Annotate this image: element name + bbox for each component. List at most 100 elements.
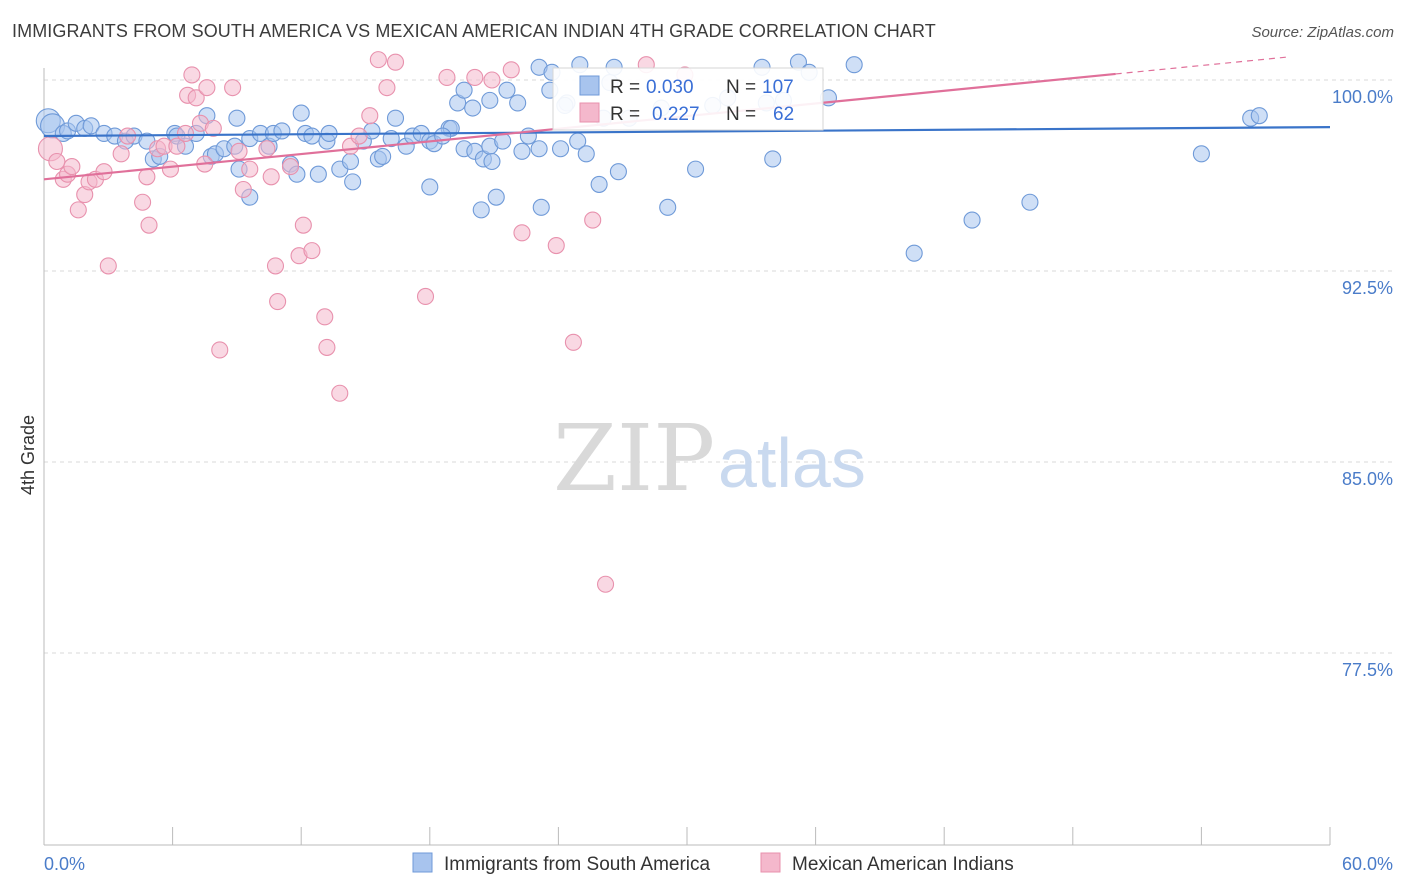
point-immigrants-85 [481,91,499,109]
watermark-atlas: atlas [718,424,866,502]
y-tick-label-0: 100.0% [1332,87,1393,107]
point-immigrants-72 [687,160,705,178]
axes [43,68,1331,846]
stats-n-value-blue: 107 [762,77,794,98]
point-immigrants-99 [551,140,570,158]
point-immigrants-60 [509,94,527,112]
x-tick-label-1: 60.0% [1342,854,1393,874]
stats-swatch-blue [579,75,600,96]
point-immigrants-28 [273,122,291,140]
point-mexican-american-indians-36 [269,293,287,311]
point-mexican-american-indians-47 [369,51,387,69]
point-mexican-american-indians-29 [224,79,242,97]
y-tick-labels: 100.0% 92.5% 85.0% 77.5% [1332,87,1393,680]
point-immigrants-6 [82,117,100,135]
point-mexican-american-indians-22 [183,66,201,84]
point-mexican-american-indians-50 [416,287,435,306]
y-tick-label-3: 77.5% [1342,660,1393,680]
point-mexican-american-indians-49 [386,53,405,71]
point-immigrants-67 [590,175,608,193]
point-mexican-american-indians-37 [281,158,300,176]
point-immigrants-106 [1250,107,1268,125]
point-immigrants-39 [344,173,362,191]
point-mexican-american-indians-45 [350,127,368,145]
stats-n-value-pink: 62 [773,104,794,125]
point-mexican-american-indians-34 [262,168,280,186]
point-immigrants-98 [472,201,490,219]
legend-label-mexican-american-indians[interactable]: Mexican American Indians [792,854,1014,875]
point-mexican-american-indians-33 [258,140,276,158]
chart-title: IMMIGRANTS FROM SOUTH AMERICA VS MEXICAN… [12,21,936,41]
stats-r-value-blue: 0.030 [646,77,694,98]
point-mexican-american-indians-39 [294,216,312,234]
point-immigrants-100 [659,198,677,216]
x-tick-labels: 0.0% 60.0% [44,854,1393,874]
point-immigrants-45 [386,109,405,127]
point-mexican-american-indians-1 [48,152,66,171]
point-mexican-american-indians-20 [176,124,195,143]
point-mexican-american-indians-27 [204,119,222,137]
point-mexican-american-indians-55 [513,224,531,242]
point-mexican-american-indians-53 [483,71,501,89]
legend-swatch-immigrants[interactable] [412,852,433,873]
watermark: ZIP atlas [553,405,866,512]
data-points [35,51,1268,593]
legend-swatch-mexican-american-indians[interactable] [760,852,781,873]
point-mexican-american-indians-35 [266,257,285,275]
point-immigrants-107 [228,109,246,127]
point-immigrants-31 [292,104,310,122]
point-mexican-american-indians-11 [112,145,130,163]
point-immigrants-96 [487,188,505,206]
point-mexican-american-indians-56 [547,236,565,255]
point-mexican-american-indians-13 [134,193,152,211]
legend: Immigrants from South America Mexican Am… [412,852,1014,875]
legend-label-immigrants[interactable]: Immigrants from South America [444,854,711,875]
point-mexican-american-indians-9 [95,163,113,181]
point-mexican-american-indians-28 [211,341,229,359]
point-mexican-american-indians-4 [63,158,81,176]
point-immigrants-102 [963,211,981,229]
point-mexican-american-indians-42 [318,338,336,356]
point-mexican-american-indians-23 [187,89,205,107]
point-immigrants-61 [513,142,531,160]
point-mexican-american-indians-30 [230,142,248,160]
point-mexican-american-indians-10 [99,257,117,275]
point-immigrants-34 [309,165,327,183]
stats-r-label-pink: R = [610,104,640,125]
point-mexican-american-indians-19 [168,137,186,155]
source-credit: Source: ZipAtlas.com [1251,24,1394,41]
point-mexican-american-indians-15 [140,216,158,234]
point-mexican-american-indians-32 [241,160,259,178]
point-immigrants-103 [1021,193,1039,211]
x-tick-label-0: 0.0% [44,854,85,874]
stats-n-label-pink: N = [726,104,756,125]
point-immigrants-66 [577,145,595,163]
point-mexican-american-indians-43 [331,384,349,402]
y-tick-label-1: 92.5% [1342,278,1393,298]
stats-r-value-pink: 0.227 [652,104,700,125]
point-immigrants-101 [905,244,923,262]
point-mexican-american-indians-48 [378,79,396,97]
stats-box: R = 0.030 N = 107 R = 0.227 N = 62 [552,67,824,131]
point-immigrants-58 [483,152,501,171]
point-immigrants-50 [421,178,439,196]
point-mexican-american-indians-59 [597,575,615,593]
point-mexican-american-indians-46 [361,107,379,125]
point-immigrants-38 [341,152,360,171]
point-immigrants-84 [464,99,482,117]
point-immigrants-82 [845,56,863,74]
stats-r-label-blue: R = [610,77,640,98]
point-immigrants-77 [764,150,782,168]
point-mexican-american-indians-52 [466,68,484,87]
point-immigrants-63 [530,140,548,158]
point-mexican-american-indians-26 [198,79,216,97]
point-mexican-american-indians-57 [564,333,582,351]
trend-line-mexican-american-indians-extension [1115,56,1288,75]
point-immigrants-97 [532,198,550,216]
point-mexican-american-indians-54 [502,61,520,79]
stats-n-label-blue: N = [726,77,756,98]
point-immigrants-104 [1192,145,1210,163]
point-immigrants-86 [498,81,516,99]
stats-swatch-pink [579,102,600,123]
